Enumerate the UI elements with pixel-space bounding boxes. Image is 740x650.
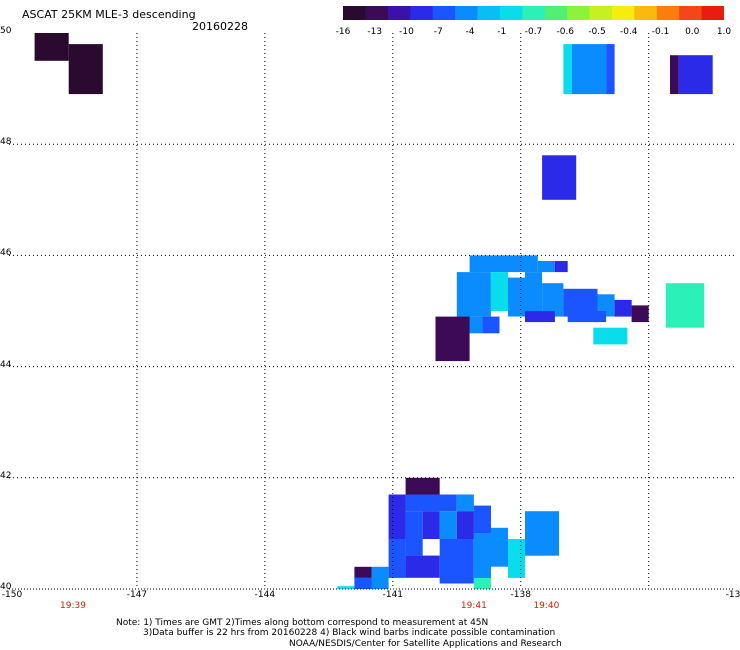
heatmap-cell (34, 33, 69, 61)
heatmap-cell (542, 283, 564, 317)
heatmap-cell (469, 255, 538, 273)
y-tick-label: 42 (0, 470, 12, 481)
heatmap-cell (508, 277, 526, 317)
heatmap-cell (473, 533, 491, 589)
colorbar-swatch (679, 6, 703, 20)
colorbar-swatch (656, 6, 680, 20)
heatmap-cell (405, 494, 457, 512)
colorbar-swatch (387, 6, 411, 20)
heatmap-cell (68, 44, 103, 95)
y-tick-label: 44 (0, 359, 12, 370)
heatmap-cell (567, 311, 607, 323)
colorbar-swatch (567, 6, 591, 20)
colorbar-label: -0.4 (619, 27, 638, 37)
heatmap-cell (405, 511, 423, 556)
colorbar-swatch (499, 6, 523, 20)
colorbar-label: -7 (433, 27, 443, 37)
heatmap-cell (473, 505, 491, 534)
heatmap-cell (388, 539, 406, 578)
heatmap-cell (354, 577, 372, 589)
heatmap-cell (388, 494, 406, 539)
x-tick-label: -147 (126, 590, 148, 600)
colorbar-swatch (477, 6, 501, 20)
colorbar-label: -0.1 (651, 27, 670, 37)
x-tick-label: -138 (510, 590, 531, 600)
heatmap-cell (670, 55, 679, 95)
heatmap-cell (435, 316, 470, 362)
colorbar-swatch (544, 6, 568, 20)
heatmap-cell (563, 44, 572, 95)
x-tick-label: -141 (382, 590, 404, 600)
colorbar-label: -0.7 (524, 27, 543, 37)
heatmap-cell (405, 555, 440, 578)
colorbar-label: -4 (465, 27, 475, 37)
heatmap-cell (525, 511, 560, 556)
x-tick-label: -144 (254, 590, 276, 600)
chart-date: 20160228 (192, 20, 248, 33)
colorbar-swatch (432, 6, 456, 20)
heatmap-cell (614, 299, 632, 317)
heatmap-cell (439, 539, 474, 584)
heatmap-cell (571, 44, 606, 95)
colorbar-label: -10 (399, 27, 414, 37)
y-tick-label: 50 (0, 26, 12, 36)
heatmap-cell (354, 566, 372, 578)
chart-title: ASCAT 25KM MLE-3 descending (22, 8, 196, 21)
colorbar-swatch (611, 6, 635, 20)
y-tick-label: 46 (0, 248, 12, 259)
y-tick-label: 40 (0, 582, 12, 592)
heatmap-cell (508, 539, 526, 578)
colorbar-swatch (365, 6, 389, 20)
heatmap-cell (490, 272, 508, 311)
time-label: 19:40 (533, 601, 560, 611)
heatmap-cell (456, 272, 491, 317)
heatmap-cell (593, 327, 628, 345)
colorbar-label: -0.6 (556, 27, 575, 37)
heatmap-cell (537, 261, 555, 273)
heatmap-cell (525, 272, 543, 311)
colorbar-label: -13 (367, 27, 383, 37)
colorbar-label: 0.0 (685, 27, 700, 37)
colorbar-label: -1 (497, 27, 507, 37)
colorbar-swatch (522, 6, 546, 20)
colorbar-label: -16 (335, 27, 351, 37)
colorbar-label: 1.0 (716, 27, 732, 37)
heatmap-cell (439, 511, 457, 539)
colorbar (343, 6, 724, 20)
colorbar-swatch (701, 6, 724, 20)
note-line-2: 3)Data buffer is 22 hrs from 20160228 4)… (143, 628, 556, 638)
colorbar-swatch (410, 6, 434, 20)
heatmap-cell (678, 55, 713, 95)
heatmap-cell (597, 294, 615, 317)
colorbar-swatch (589, 6, 613, 20)
x-tick-label: -150 (1, 590, 23, 600)
note-line-1: Note: 1) Times are GMT 2)Times along bot… (116, 618, 489, 628)
time-label: 19:39 (60, 601, 86, 611)
y-tick-label: 48 (0, 137, 12, 148)
heatmap-cell (371, 566, 389, 589)
x-tick-label: -13 (725, 590, 740, 600)
colorbar-label: -0.5 (588, 27, 606, 37)
heatmap-cell (337, 586, 355, 589)
heatmap-cell (542, 155, 577, 200)
heatmap-cell (456, 511, 474, 539)
heatmap-cell (606, 44, 615, 95)
heatmap-cell (422, 511, 440, 539)
heatmap-cell (473, 577, 491, 589)
heatmap-cell (525, 311, 555, 323)
heatmap-cell (631, 305, 649, 323)
colorbar-swatch (634, 6, 658, 20)
heatmap-cell (456, 494, 474, 512)
heatmap-cell (482, 316, 500, 334)
heatmap-cell (490, 527, 508, 567)
note-line-3: NOAA/NESDIS/Center for Satellite Applica… (289, 639, 562, 649)
heatmap-cell (554, 261, 568, 273)
heatmap-cell (405, 477, 440, 495)
colorbar-swatch (455, 6, 478, 20)
heatmap-cell (665, 283, 705, 328)
time-label: 19:41 (460, 601, 487, 611)
colorbar-swatch (343, 6, 366, 20)
